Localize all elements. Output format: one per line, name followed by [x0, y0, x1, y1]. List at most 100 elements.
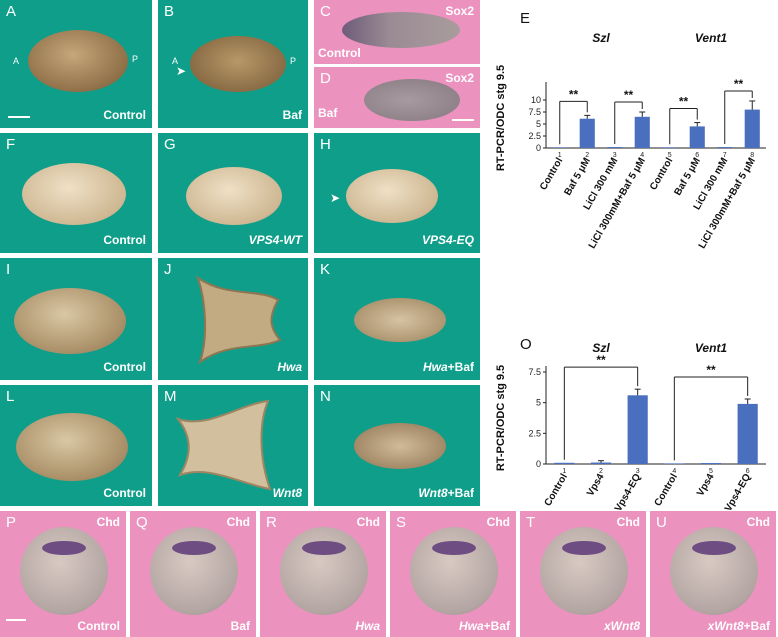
caption-rest: +Baf: [483, 619, 510, 633]
y-tick-label: 7.5: [528, 107, 541, 117]
category-label: Vps4-EQ: [723, 472, 753, 510]
bar: [607, 147, 623, 148]
significance-label: **: [679, 95, 689, 109]
panel-caption: Baf: [318, 106, 338, 120]
y-tick-label: 5: [536, 119, 541, 129]
lane-number: 1: [558, 152, 562, 159]
lane-number: 4: [640, 152, 644, 159]
embryo: [175, 399, 272, 491]
panel-label: S: [396, 514, 407, 531]
panel-B: B A P ➤ Baf: [158, 0, 308, 128]
lane-number: 6: [695, 152, 699, 159]
bar: [634, 116, 650, 148]
panel-label: L: [6, 388, 15, 405]
panel-H: H ➤ VPS4-EQ: [314, 133, 480, 253]
posterior-label: P: [290, 56, 297, 66]
marker-label: Sox2: [445, 4, 474, 18]
group-label: Szl: [592, 31, 610, 45]
panel-label: U: [656, 514, 667, 531]
panel-label: T: [526, 514, 536, 531]
lane-number: 3: [636, 468, 640, 475]
y-tick-label: 7.5: [528, 367, 541, 377]
panel-T: T Chd xWnt8: [520, 511, 646, 637]
panel-label: N: [320, 388, 331, 405]
panel-label: B: [164, 3, 175, 20]
embryo: [22, 163, 126, 225]
bar: [689, 126, 705, 148]
caption-italic: Hwa: [422, 360, 448, 374]
embryo: [186, 167, 282, 225]
bar: [627, 395, 648, 464]
panel-caption: Wnt8: [272, 486, 302, 500]
panel-label: J: [164, 261, 172, 278]
panel-caption: Control: [103, 233, 146, 247]
category-label: Control: [653, 472, 680, 508]
category-label: Baf 5 μM: [672, 156, 702, 198]
expression-stain: [302, 541, 346, 555]
panel-caption: Hwa: [355, 619, 380, 633]
panel-caption: Baf: [282, 108, 302, 122]
y-tick-label: 10: [531, 95, 541, 105]
marker-label: Sox2: [445, 71, 474, 85]
bar: [700, 463, 722, 464]
marker-label: Chd: [226, 515, 250, 529]
caption-italic: Wnt8: [418, 486, 448, 500]
anterior-label: A: [172, 56, 179, 66]
expression-stain: [432, 541, 476, 555]
group-label: Vent1: [695, 341, 728, 355]
caption-rest: +Baf: [447, 486, 474, 500]
marker-label: Chd: [356, 515, 380, 529]
panel-label: Q: [136, 514, 148, 531]
panel-M: M Wnt8: [158, 385, 308, 506]
panel-caption: xWnt8+Baf: [708, 619, 770, 633]
panel-caption: Control: [103, 360, 146, 374]
bar: [554, 462, 575, 464]
lane-number: 4: [672, 468, 676, 475]
embryo: [280, 527, 368, 615]
panel-label: M: [164, 388, 177, 405]
lane-number: 7: [723, 152, 727, 159]
panel-label: K: [320, 261, 331, 278]
category-label: Vps4: [585, 472, 607, 499]
panel-A: A A P Control: [0, 0, 152, 128]
marker-label: Chd: [486, 515, 510, 529]
lane-number: 5: [668, 152, 672, 159]
category-label: Baf 5 μM: [562, 156, 592, 198]
embryo: [410, 527, 498, 615]
y-tick-label: 5: [536, 398, 541, 408]
category-label: Vps4-EQ: [613, 472, 643, 510]
panel-R: R Chd Hwa: [260, 511, 386, 637]
embryo: [354, 298, 446, 342]
panel-caption: Hwa: [277, 360, 302, 374]
panel-P: P Chd Control: [0, 511, 126, 637]
lane-number: 1: [562, 468, 566, 475]
category-label: Control: [538, 156, 565, 192]
lane-number: 2: [599, 468, 603, 475]
embryo: [364, 79, 460, 121]
embryo: [196, 275, 282, 365]
panel-caption: VPS4-WT: [248, 233, 302, 247]
panel-J: J Hwa: [158, 258, 308, 380]
panel-caption: Control: [77, 619, 120, 633]
embryo: [28, 30, 128, 92]
significance-label: **: [596, 353, 606, 367]
expression-stain: [562, 541, 606, 555]
panel-caption: Control: [103, 486, 146, 500]
y-axis-label: RT-PCR/ODC stg 9.5: [495, 365, 507, 471]
panel-caption: Hwa+Baf: [459, 619, 510, 633]
panel-label: I: [6, 261, 11, 278]
panel-G: G VPS4-WT: [158, 133, 308, 253]
panel-caption: Control: [103, 108, 146, 122]
panel-L: L Control: [0, 385, 152, 506]
bar: [590, 462, 612, 464]
bar: [552, 147, 568, 148]
panel-label: R: [266, 514, 277, 531]
panel-label: F: [6, 136, 16, 153]
y-tick-label: 2.5: [528, 131, 541, 141]
lane-number: 3: [613, 152, 617, 159]
panel-caption: xWnt8: [604, 619, 640, 633]
panel-caption: Hwa+Baf: [423, 360, 474, 374]
embryo: [670, 527, 758, 615]
embryo: [20, 527, 108, 615]
bar: [737, 403, 758, 464]
